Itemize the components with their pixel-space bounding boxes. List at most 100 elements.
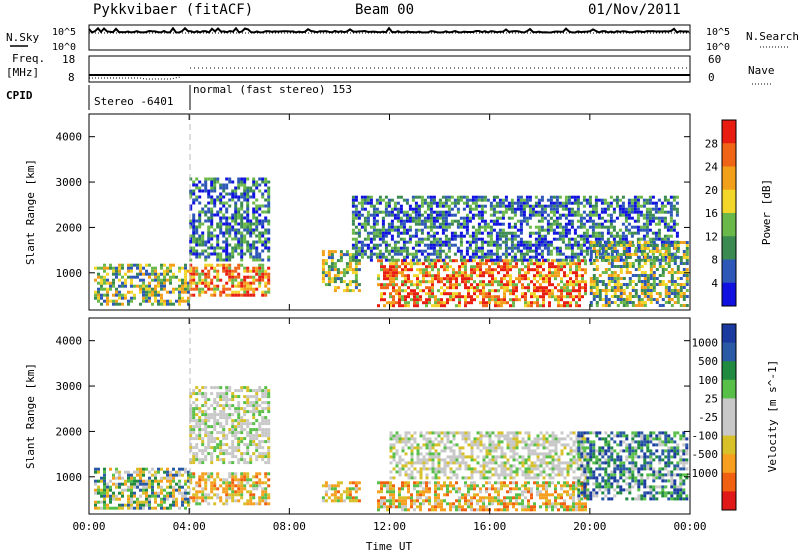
power-cell-region-6 bbox=[652, 259, 656, 262]
power-cell-region-6 bbox=[643, 256, 647, 259]
power-cell-region-5 bbox=[501, 213, 505, 217]
power-cell-region-5 bbox=[609, 216, 613, 220]
power-cell-region-5 bbox=[648, 222, 652, 226]
velocity-cell-region-4 bbox=[455, 487, 458, 491]
velocity-cell-region-0 bbox=[130, 506, 133, 510]
power-cell-region-5 bbox=[555, 210, 559, 214]
power-cell-region-5 bbox=[402, 222, 406, 226]
power-cell-region-2 bbox=[267, 204, 271, 208]
power-cell-region-4 bbox=[416, 295, 419, 299]
velocity-cell-region-4 bbox=[419, 481, 422, 485]
power-cell-region-5 bbox=[495, 204, 499, 208]
velocity-cell-region-2 bbox=[261, 419, 265, 423]
power-cell-region-0 bbox=[157, 290, 160, 294]
power-cell-region-1 bbox=[201, 290, 205, 294]
power-cell-region-5 bbox=[504, 204, 508, 208]
power-cell-region-1 bbox=[225, 293, 229, 297]
power-cell-region-0 bbox=[160, 278, 163, 282]
velocity-cell-region-0 bbox=[169, 482, 172, 486]
power-cell-region-5 bbox=[396, 201, 400, 205]
velocity-cell-region-0 bbox=[136, 482, 139, 486]
power-cell-region-6 bbox=[607, 283, 611, 286]
power-cell-region-6 bbox=[592, 292, 596, 295]
power-cell-region-2 bbox=[219, 258, 223, 262]
power-cell-region-5 bbox=[498, 228, 502, 232]
power-cell-region-6 bbox=[664, 283, 668, 286]
velocity-cell-region-0 bbox=[157, 503, 160, 507]
velocity-cell-region-1 bbox=[246, 490, 250, 494]
velocity-cell-region-1 bbox=[231, 493, 235, 497]
velocity-cell-region-4 bbox=[377, 490, 380, 494]
power-cell-region-5 bbox=[369, 249, 373, 253]
power-cell-region-2 bbox=[210, 219, 214, 223]
power-cell-region-5 bbox=[489, 249, 493, 253]
power-cell-region-5 bbox=[558, 222, 562, 226]
velocity-cell-region-2 bbox=[204, 449, 208, 453]
velocity-cell-region-0 bbox=[169, 506, 172, 510]
velocity-cell-region-0 bbox=[124, 503, 127, 507]
velocity-cell-region-2 bbox=[210, 416, 214, 420]
power-cell-region-4 bbox=[557, 301, 560, 305]
power-cell-region-1 bbox=[213, 293, 217, 297]
power-cell-region-5 bbox=[525, 216, 529, 220]
power-cell-region-5 bbox=[606, 204, 610, 208]
power-cell-region-5 bbox=[489, 237, 493, 241]
velocity-cell-region-0 bbox=[139, 506, 142, 510]
power-cell-region-5 bbox=[444, 252, 448, 256]
power-cell-region-5 bbox=[666, 198, 670, 202]
power-cell-region-5 bbox=[474, 255, 478, 259]
power-cell-region-4 bbox=[500, 277, 503, 281]
power-colorbar-swatch bbox=[722, 120, 736, 144]
velocity-cell-region-1 bbox=[192, 499, 196, 503]
power-cell-region-4 bbox=[509, 277, 512, 281]
power-cell-region-5 bbox=[444, 198, 448, 202]
power-cell-region-6 bbox=[616, 277, 620, 280]
power-cell-region-4 bbox=[491, 280, 494, 284]
power-cell-region-5 bbox=[393, 252, 397, 256]
power-cell-region-2 bbox=[246, 222, 250, 226]
power-cell-region-5 bbox=[585, 237, 589, 241]
power-cell-region-4 bbox=[548, 283, 551, 287]
velocity-cell-region-1 bbox=[198, 484, 202, 488]
power-cell-region-5 bbox=[423, 201, 427, 205]
velocity-cell-region-0 bbox=[142, 485, 145, 489]
power-cell-region-2 bbox=[210, 237, 214, 241]
power-cell-region-4 bbox=[380, 298, 383, 302]
velocity-cell-region-2 bbox=[249, 422, 253, 426]
power-cell-region-4 bbox=[476, 274, 479, 278]
power-cell-region-5 bbox=[540, 195, 544, 199]
power-cell-region-4 bbox=[449, 277, 452, 281]
power-cell-region-4 bbox=[557, 283, 560, 287]
power-cell-region-5 bbox=[483, 228, 487, 232]
power-cell-region-5 bbox=[609, 204, 613, 208]
velocity-cell-region-2 bbox=[237, 410, 241, 414]
power-cell-region-4 bbox=[386, 301, 389, 305]
velocity-cell-region-2 bbox=[189, 434, 193, 438]
power-cell-region-6 bbox=[664, 244, 668, 247]
power-cell-region-5 bbox=[384, 240, 388, 244]
power-cell-region-4 bbox=[419, 295, 422, 299]
power-cell-region-5 bbox=[435, 240, 439, 244]
power-cell-region-2 bbox=[201, 234, 205, 238]
power-cell-region-6 bbox=[598, 280, 602, 283]
velocity-cell-region-2 bbox=[258, 425, 262, 429]
power-cell-region-5 bbox=[582, 231, 586, 235]
velocity-cell-region-2 bbox=[198, 458, 202, 462]
power-cell-region-0 bbox=[112, 281, 115, 285]
power-cell-region-6 bbox=[607, 244, 611, 247]
power-cell-region-1 bbox=[243, 290, 247, 294]
power-cell-region-4 bbox=[467, 277, 470, 281]
power-cell-region-4 bbox=[482, 280, 485, 284]
power-cell-region-1 bbox=[240, 263, 244, 267]
power-cell-region-4 bbox=[557, 265, 560, 269]
velocity-cell-region-4 bbox=[383, 496, 386, 500]
power-cell-region-6 bbox=[589, 277, 593, 280]
power-cell-region-5 bbox=[600, 252, 604, 256]
velocity-cell-region-2 bbox=[249, 395, 253, 399]
power-cell-region-0 bbox=[94, 293, 97, 297]
velocity-cell-region-0 bbox=[172, 485, 175, 489]
power-cell-region-5 bbox=[582, 237, 586, 241]
velocity-cell-region-2 bbox=[246, 401, 250, 405]
power-cell-region-0 bbox=[181, 281, 184, 285]
velocity-cell-region-2 bbox=[201, 443, 205, 447]
